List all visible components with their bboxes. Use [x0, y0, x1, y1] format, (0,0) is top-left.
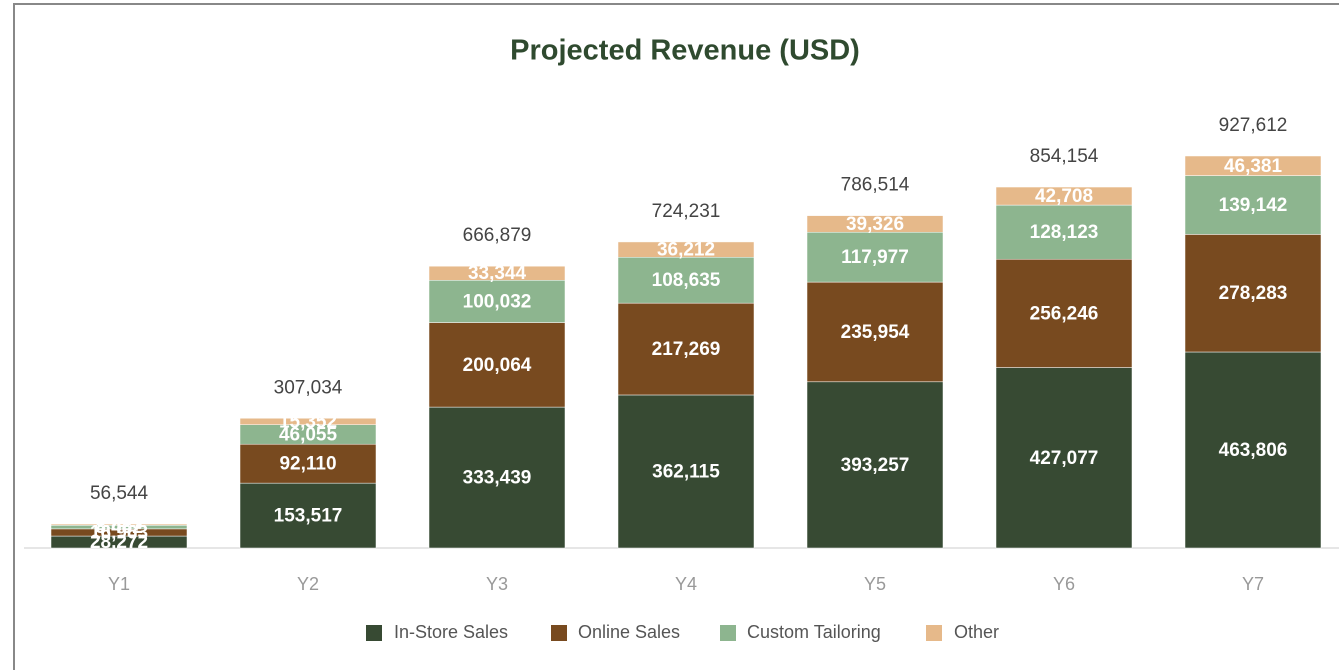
data-label: 256,246 — [1030, 303, 1099, 324]
data-label: 128,123 — [1030, 222, 1099, 243]
data-label: 393,257 — [841, 455, 910, 476]
data-label: 139,142 — [1219, 195, 1288, 216]
total-label: 307,034 — [274, 377, 343, 398]
data-label: 92,110 — [279, 454, 336, 475]
bar-segment — [995, 367, 1133, 549]
data-label: 362,115 — [652, 462, 720, 483]
x-tick-label: Y7 — [1242, 574, 1264, 594]
bar-segment — [1184, 234, 1322, 353]
bar-segment — [617, 302, 755, 396]
x-tick-label: Y1 — [108, 574, 130, 594]
bar-segment — [1184, 175, 1322, 235]
data-label: 33,344 — [468, 263, 527, 284]
legend-swatch — [551, 625, 567, 641]
data-label: 117,977 — [841, 247, 909, 268]
data-label: 278,283 — [1219, 283, 1288, 304]
bar-segment — [1184, 155, 1322, 176]
total-label: 927,612 — [1219, 115, 1288, 136]
bar-segment — [1184, 351, 1322, 549]
bar-segment — [806, 231, 944, 283]
legend: In-Store Sales Online Sales Custom Tailo… — [366, 622, 999, 642]
data-label: 153,517 — [274, 506, 343, 527]
total-label: 854,154 — [1030, 146, 1099, 167]
data-label: 42,708 — [1035, 186, 1093, 207]
x-tick-label: Y3 — [486, 574, 508, 594]
data-label: 235,954 — [841, 322, 910, 343]
bar-segment — [239, 417, 377, 425]
data-label: 39,326 — [846, 214, 904, 235]
data-label: 427,077 — [1030, 448, 1099, 469]
legend-swatch — [366, 625, 382, 641]
bar-segment — [50, 523, 188, 526]
bar-segment — [995, 204, 1133, 260]
data-label: 463,806 — [1219, 440, 1288, 461]
data-label: 15,352 — [279, 412, 337, 433]
legend-label: In-Store Sales — [394, 622, 508, 642]
data-label: 28,272 — [90, 532, 148, 553]
legend-swatch — [926, 625, 942, 641]
bar-segment — [806, 381, 944, 549]
data-label: 16,963 — [90, 522, 148, 543]
data-label: 2,827 — [95, 515, 143, 536]
data-label: 100,032 — [463, 291, 532, 312]
bar-segment — [995, 258, 1133, 368]
total-label: 786,514 — [841, 175, 910, 196]
data-label: 46,055 — [279, 424, 338, 445]
legend-swatch — [720, 625, 736, 641]
bar-segment — [428, 406, 566, 549]
x-tick-label: Y6 — [1053, 574, 1075, 594]
legend-label: Online Sales — [578, 622, 680, 642]
x-tick-label: Y2 — [297, 574, 319, 594]
total-label: 56,544 — [90, 483, 149, 504]
data-label: 217,269 — [652, 339, 721, 360]
data-label: 8,482 — [95, 517, 143, 538]
bar-segment — [428, 280, 566, 323]
legend-label: Other — [954, 622, 999, 642]
bar-segment — [617, 256, 755, 304]
bar-segment — [806, 215, 944, 233]
bar-segment — [239, 482, 377, 549]
data-label: 333,439 — [463, 468, 532, 489]
data-label: 46,381 — [1224, 156, 1283, 177]
bar-segment — [617, 241, 755, 258]
total-label: 724,231 — [652, 201, 721, 222]
x-tick-label: Y5 — [864, 574, 886, 594]
legend-label: Custom Tailoring — [747, 622, 881, 642]
x-tick-label: Y4 — [675, 574, 697, 594]
bar-segment — [995, 186, 1133, 206]
data-label: 200,064 — [463, 355, 532, 376]
bar-segment — [428, 322, 566, 408]
chart-title: Projected Revenue (USD) — [510, 35, 860, 67]
data-label: 36,212 — [657, 240, 715, 261]
data-label: 108,635 — [652, 270, 721, 291]
bar-segment — [428, 265, 566, 281]
bar-segment — [617, 394, 755, 549]
bar-segment — [806, 281, 944, 383]
total-label: 666,879 — [463, 225, 532, 246]
